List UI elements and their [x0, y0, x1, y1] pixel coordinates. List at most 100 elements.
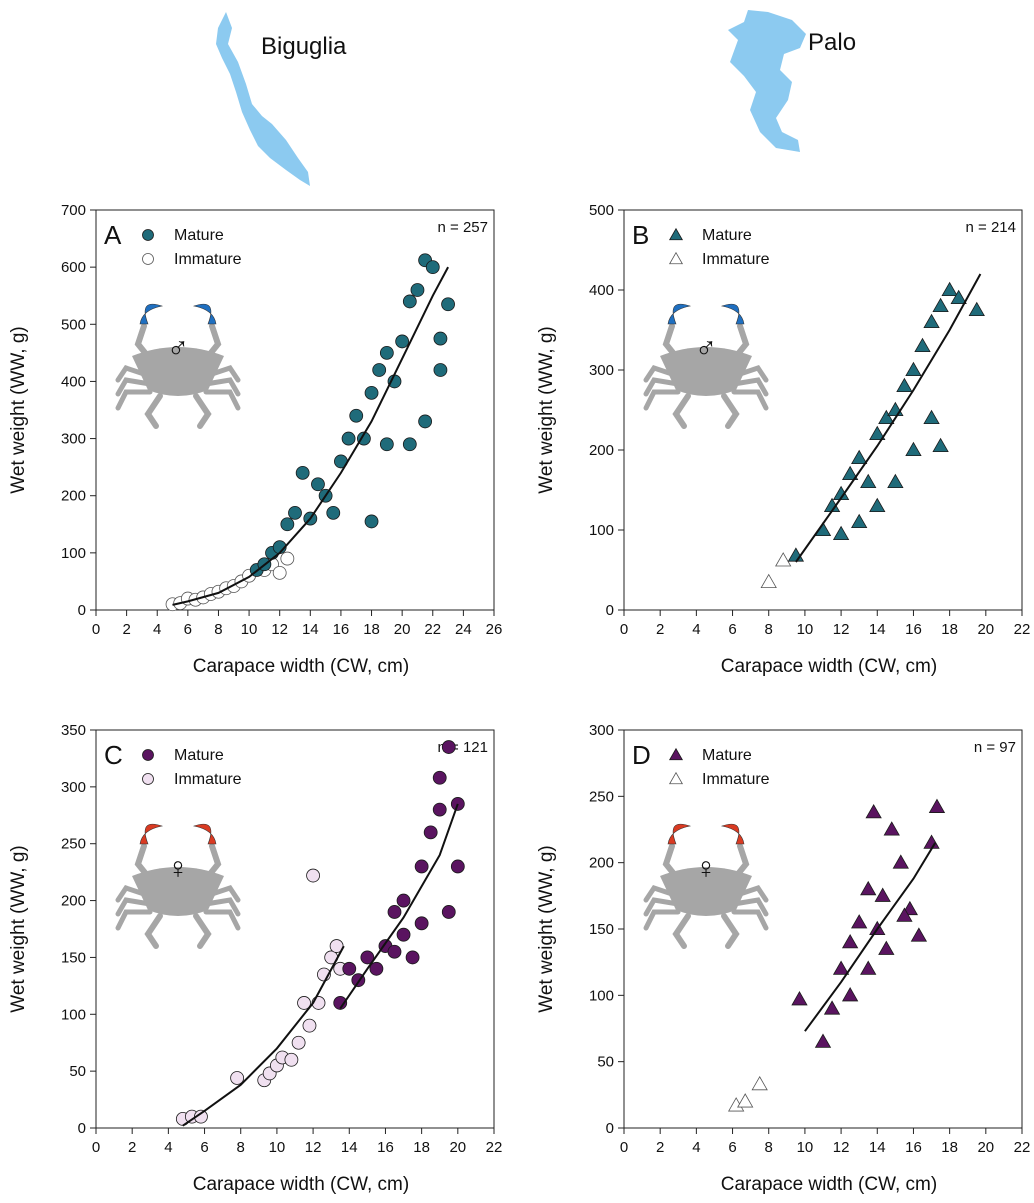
x-tick-label: 22	[486, 1139, 503, 1156]
charts-group: 0 2 4 6 8 10 12 14 16 18 20 22 24 2601002003004005006…	[8, 202, 1030, 1195]
crab-leg	[643, 389, 681, 411]
x-tick-label: 6	[184, 621, 192, 638]
data-point	[878, 409, 895, 425]
crab-carapace	[660, 347, 752, 396]
crab-carapace	[132, 347, 224, 396]
x-tick-label: 20	[977, 1139, 994, 1156]
data-point	[874, 887, 891, 902]
data-point	[379, 437, 394, 452]
crab-leg	[203, 909, 241, 931]
x-tick-label: 14	[869, 621, 886, 638]
data-point	[414, 916, 429, 931]
crab-leg	[115, 377, 153, 397]
data-point	[883, 821, 900, 836]
x-tick-label: 2	[656, 621, 664, 638]
x-tick-label: 8	[214, 621, 222, 638]
legend-label-mature: Mature	[174, 747, 224, 764]
data-point	[402, 437, 417, 452]
fit-curve	[804, 842, 937, 1032]
legend-marker-immature	[668, 771, 684, 785]
data-point	[311, 477, 325, 492]
x-tick-label: 18	[941, 621, 958, 638]
y-tick-label: 300	[61, 779, 86, 796]
y-tick-label: 200	[61, 488, 86, 505]
crab-leg	[721, 393, 740, 429]
legend-label-mature: Mature	[702, 227, 752, 244]
x-tick-label: 6	[728, 1139, 736, 1156]
x-tick-label: 10	[269, 1139, 286, 1156]
x-tick-label: 10	[797, 1139, 814, 1156]
data-point	[896, 907, 913, 922]
data-point	[860, 473, 877, 489]
crab-leg	[731, 389, 769, 411]
crab-leg	[203, 377, 241, 397]
crab-claw	[139, 823, 164, 845]
n-label: n = 97	[974, 739, 1016, 756]
crab-leg	[721, 913, 740, 949]
data-point	[349, 408, 364, 423]
data-point	[887, 473, 904, 489]
data-point	[433, 331, 448, 346]
series-mature	[787, 281, 985, 562]
crab-leg	[731, 897, 769, 917]
data-point	[450, 859, 465, 874]
x-axis-label: Carapace width (CW, cm)	[193, 1174, 409, 1195]
data-point	[405, 950, 420, 965]
crab-leg	[115, 897, 153, 917]
data-point	[869, 425, 886, 441]
plot-frame	[95, 209, 495, 611]
x-tick-label: 14	[302, 621, 319, 638]
x-tick-label: 16	[905, 1139, 922, 1156]
fit-curve	[182, 945, 345, 1127]
crab-leg	[731, 377, 769, 397]
x-tick-label: 6	[200, 1139, 208, 1156]
y-tick-label: 400	[61, 373, 86, 390]
fit-curve	[172, 266, 449, 606]
y-tick-label: 0	[78, 602, 86, 619]
data-point	[923, 313, 940, 329]
x-tick-label: 4	[692, 621, 700, 638]
data-point	[905, 361, 922, 377]
data-point	[364, 385, 379, 400]
x-tick-label: 18	[363, 621, 380, 638]
x-tick-label: 22	[1014, 621, 1031, 638]
lake-palo-label: Palo	[808, 29, 856, 56]
crab-claw	[667, 823, 692, 845]
legend-marker-mature	[142, 229, 154, 241]
y-tick-label: 150	[589, 921, 614, 938]
data-point	[865, 803, 882, 819]
data-point	[441, 297, 455, 312]
y-tick-label: 200	[589, 855, 614, 872]
data-point	[333, 996, 348, 1010]
x-tick-label: 18	[941, 1139, 958, 1156]
x-tick-label: 20	[449, 1139, 466, 1156]
panel-letter: C	[104, 740, 123, 770]
x-tick-label: 12	[833, 621, 850, 638]
y-axis-label: Wet weight (WW, g)	[8, 845, 29, 1013]
data-point	[932, 297, 949, 313]
data-point	[950, 289, 967, 305]
y-tick-label: 600	[61, 259, 86, 276]
data-point	[968, 301, 985, 317]
data-point	[914, 337, 931, 353]
data-point	[288, 505, 302, 520]
data-point	[387, 905, 402, 919]
y-tick-label: 500	[61, 316, 86, 333]
y-tick-label: 0	[78, 1120, 86, 1137]
legend-marker-immature	[142, 253, 154, 265]
chart-panel-d: 0 2 4 6 8 10 12 14 16 18 20 22 0 50 100 150 200 250 300 Car…	[536, 722, 1030, 1195]
data-point	[280, 517, 295, 532]
sex-symbol: ♂	[167, 332, 190, 365]
legend-label-mature: Mature	[702, 747, 752, 764]
x-tick-label: 16	[905, 621, 922, 638]
x-tick-label: 20	[394, 621, 411, 638]
x-tick-label: 0	[92, 621, 100, 638]
x-tick-label: 10	[241, 621, 258, 638]
fit-curve	[795, 273, 982, 563]
n-label: n = 257	[438, 219, 488, 236]
x-tick-label: 12	[833, 1139, 850, 1156]
x-tick-label: 4	[153, 621, 161, 638]
data-point	[860, 880, 877, 896]
y-tick-label: 250	[61, 836, 86, 853]
y-tick-label: 150	[61, 949, 86, 966]
